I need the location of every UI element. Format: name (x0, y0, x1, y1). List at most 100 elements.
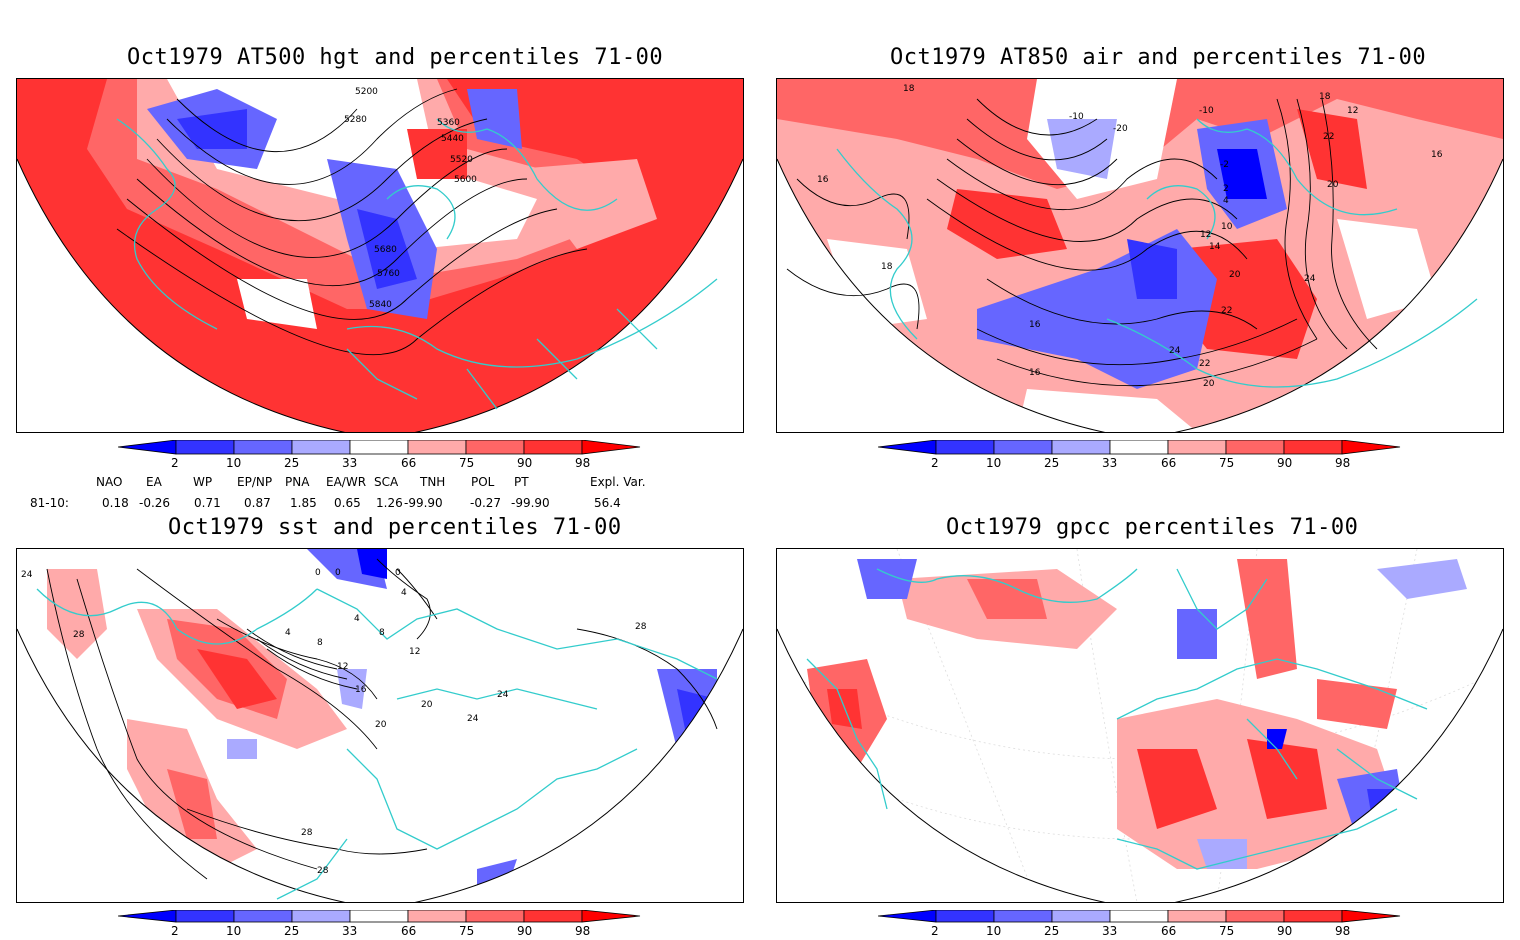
header-tnh: TNH (420, 475, 446, 489)
cbar3-tick-66: 66 (401, 924, 417, 938)
panel-title-hgt500: Oct1979 AT500 hgt and percentiles 71-00 (127, 45, 664, 70)
contour-label-5200: 5200 (355, 87, 378, 97)
contour-label-s19: 28 (317, 866, 329, 876)
contour-label-a15: 20 (1229, 270, 1241, 280)
value-pol: -0.27 (470, 496, 502, 510)
header-sca: SCA (374, 475, 399, 489)
contour-label-s10: 12 (337, 662, 348, 672)
contour-label-a5: 16 (1029, 368, 1041, 378)
teleconnection-values: 81-10: 0.18 -0.26 0.71 0.87 1.85 0.65 1.… (0, 496, 760, 512)
contour-label-5520: 5520 (450, 155, 473, 165)
header-pna: PNA (285, 475, 310, 489)
contour-label-s1: 24 (21, 570, 33, 580)
contour-label-s12: 16 (355, 685, 367, 695)
cbar2-tick-33: 33 (1102, 456, 1118, 470)
contour-label-a13: 12 (1200, 230, 1211, 240)
contour-label-s5: 0 (395, 568, 401, 578)
cbar3-tick-10: 10 (226, 924, 242, 938)
contour-label-a11: 4 (1223, 196, 1229, 206)
contour-label-a25: 16 (1431, 150, 1443, 160)
cbar4-tick-98: 98 (1335, 924, 1351, 938)
contour-label-s4: 0 (335, 568, 341, 578)
cbar4-tick-90: 90 (1277, 924, 1293, 938)
panel-title-air850: Oct1979 AT850 air and percentiles 71-00 (890, 45, 1427, 70)
contour-label-s13: 20 (375, 720, 387, 730)
contour-label-5840: 5840 (369, 300, 392, 310)
contour-label-s6: 4 (401, 588, 407, 598)
cbar1-tick-25: 25 (284, 456, 300, 470)
contour-label-s11: 12 (409, 647, 420, 657)
contour-label-s7: 4 (354, 614, 360, 624)
value-ea: -0.26 (139, 496, 171, 510)
cbar3-tick-98: 98 (575, 924, 591, 938)
map-hgt500: 5200 5280 5360 5440 5520 5600 5680 5760 … (16, 78, 744, 433)
cbar1-tick-10: 10 (226, 456, 242, 470)
cbar3-tick-75: 75 (459, 924, 475, 938)
cbar4-tick-10: 10 (986, 924, 1002, 938)
cbar2-tick-90: 90 (1277, 456, 1293, 470)
contour-label-a24: 22 (1323, 132, 1334, 142)
contour-label-5760: 5760 (377, 269, 400, 279)
contour-label-5440: 5440 (441, 134, 464, 144)
value-eawr: 0.65 (334, 496, 361, 510)
contour-labels-hgt500: 5200 5280 5360 5440 5520 5600 5680 5760 … (344, 87, 477, 310)
contour-label-s20: 4 (285, 628, 291, 638)
value-tnh: -99.90 (404, 496, 443, 510)
cbar1-tick-75: 75 (459, 456, 475, 470)
cbar1-tick-98: 98 (575, 456, 591, 470)
contour-labels-sst: 24 28 0 0 0 4 4 8 8 12 12 16 20 20 24 24… (21, 568, 647, 876)
cbar4-tick-33: 33 (1102, 924, 1118, 938)
value-nao: 0.18 (102, 496, 129, 510)
cbar3-tick-33: 33 (342, 924, 358, 938)
contour-label-a22: 12 (1347, 106, 1358, 116)
value-pt: -99.90 (511, 496, 550, 510)
contour-label-a23: 20 (1327, 180, 1339, 190)
contour-label-5680: 5680 (374, 245, 397, 255)
contour-label-s17: 28 (635, 622, 647, 632)
cbar1-tick-2: 2 (171, 456, 179, 470)
contour-label-a16: 22 (1221, 306, 1232, 316)
contour-label-a19: 22 (1199, 359, 1210, 369)
contour-label-a6: -10 (1069, 112, 1084, 122)
contour-label-s3: 0 (315, 568, 321, 578)
cbar2-tick-25: 25 (1044, 456, 1060, 470)
value-sca: 1.26 (376, 496, 403, 510)
colorbar-bottom-left: 2 10 25 33 66 75 90 98 (117, 909, 643, 940)
row-label: 81-10: (30, 496, 69, 510)
contour-label-a1: 18 (903, 84, 915, 94)
contour-label-5360: 5360 (437, 118, 460, 128)
contour-label-s2: 28 (73, 630, 85, 640)
colorbar-bottom-right: 2 10 25 33 66 75 90 98 (877, 909, 1403, 940)
contour-label-a3: 18 (881, 262, 893, 272)
cbar2-tick-10: 10 (986, 456, 1002, 470)
cbar2-tick-75: 75 (1219, 456, 1235, 470)
header-ea: EA (146, 475, 162, 489)
header-epnp: EP/NP (237, 475, 273, 489)
header-wp: WP (193, 475, 213, 489)
contour-label-a7: -20 (1113, 124, 1128, 134)
contour-label-a2: 16 (817, 175, 829, 185)
contour-label-a4: 16 (1029, 320, 1041, 330)
contour-label-a8: -10 (1199, 106, 1214, 116)
contour-label-a18: 24 (1169, 346, 1181, 356)
map-air850: 18 16 18 16 16 -10 -20 -10 -2 2 4 10 12 … (776, 78, 1504, 433)
cbar2-tick-2: 2 (931, 456, 939, 470)
contour-labels-air850: 18 16 18 16 16 -10 -20 -10 -2 2 4 10 12 … (817, 84, 1443, 389)
cbar4-tick-2: 2 (931, 924, 939, 938)
contour-label-s8: 8 (317, 638, 323, 648)
contour-label-s9: 8 (379, 628, 385, 638)
contour-label-s15: 24 (467, 714, 479, 724)
contour-label-a14: 14 (1209, 242, 1221, 252)
value-wp: 0.71 (194, 496, 221, 510)
contour-label-a10: 2 (1223, 184, 1229, 194)
header-pt: PT (514, 475, 529, 489)
cbar2-tick-66: 66 (1161, 456, 1177, 470)
panel-title-sst: Oct1979 sst and percentiles 71-00 (168, 515, 622, 540)
map-sst: 24 28 0 0 0 4 4 8 8 12 12 16 20 20 24 24… (16, 548, 744, 903)
contour-label-a12: 10 (1221, 222, 1233, 232)
cbar3-tick-2: 2 (171, 924, 179, 938)
contour-label-5280: 5280 (344, 115, 367, 125)
contour-label-a20: 20 (1203, 379, 1215, 389)
contour-label-a9: -2 (1220, 160, 1229, 170)
colorbar-top-left: 2 10 25 33 66 75 90 98 (117, 439, 643, 476)
